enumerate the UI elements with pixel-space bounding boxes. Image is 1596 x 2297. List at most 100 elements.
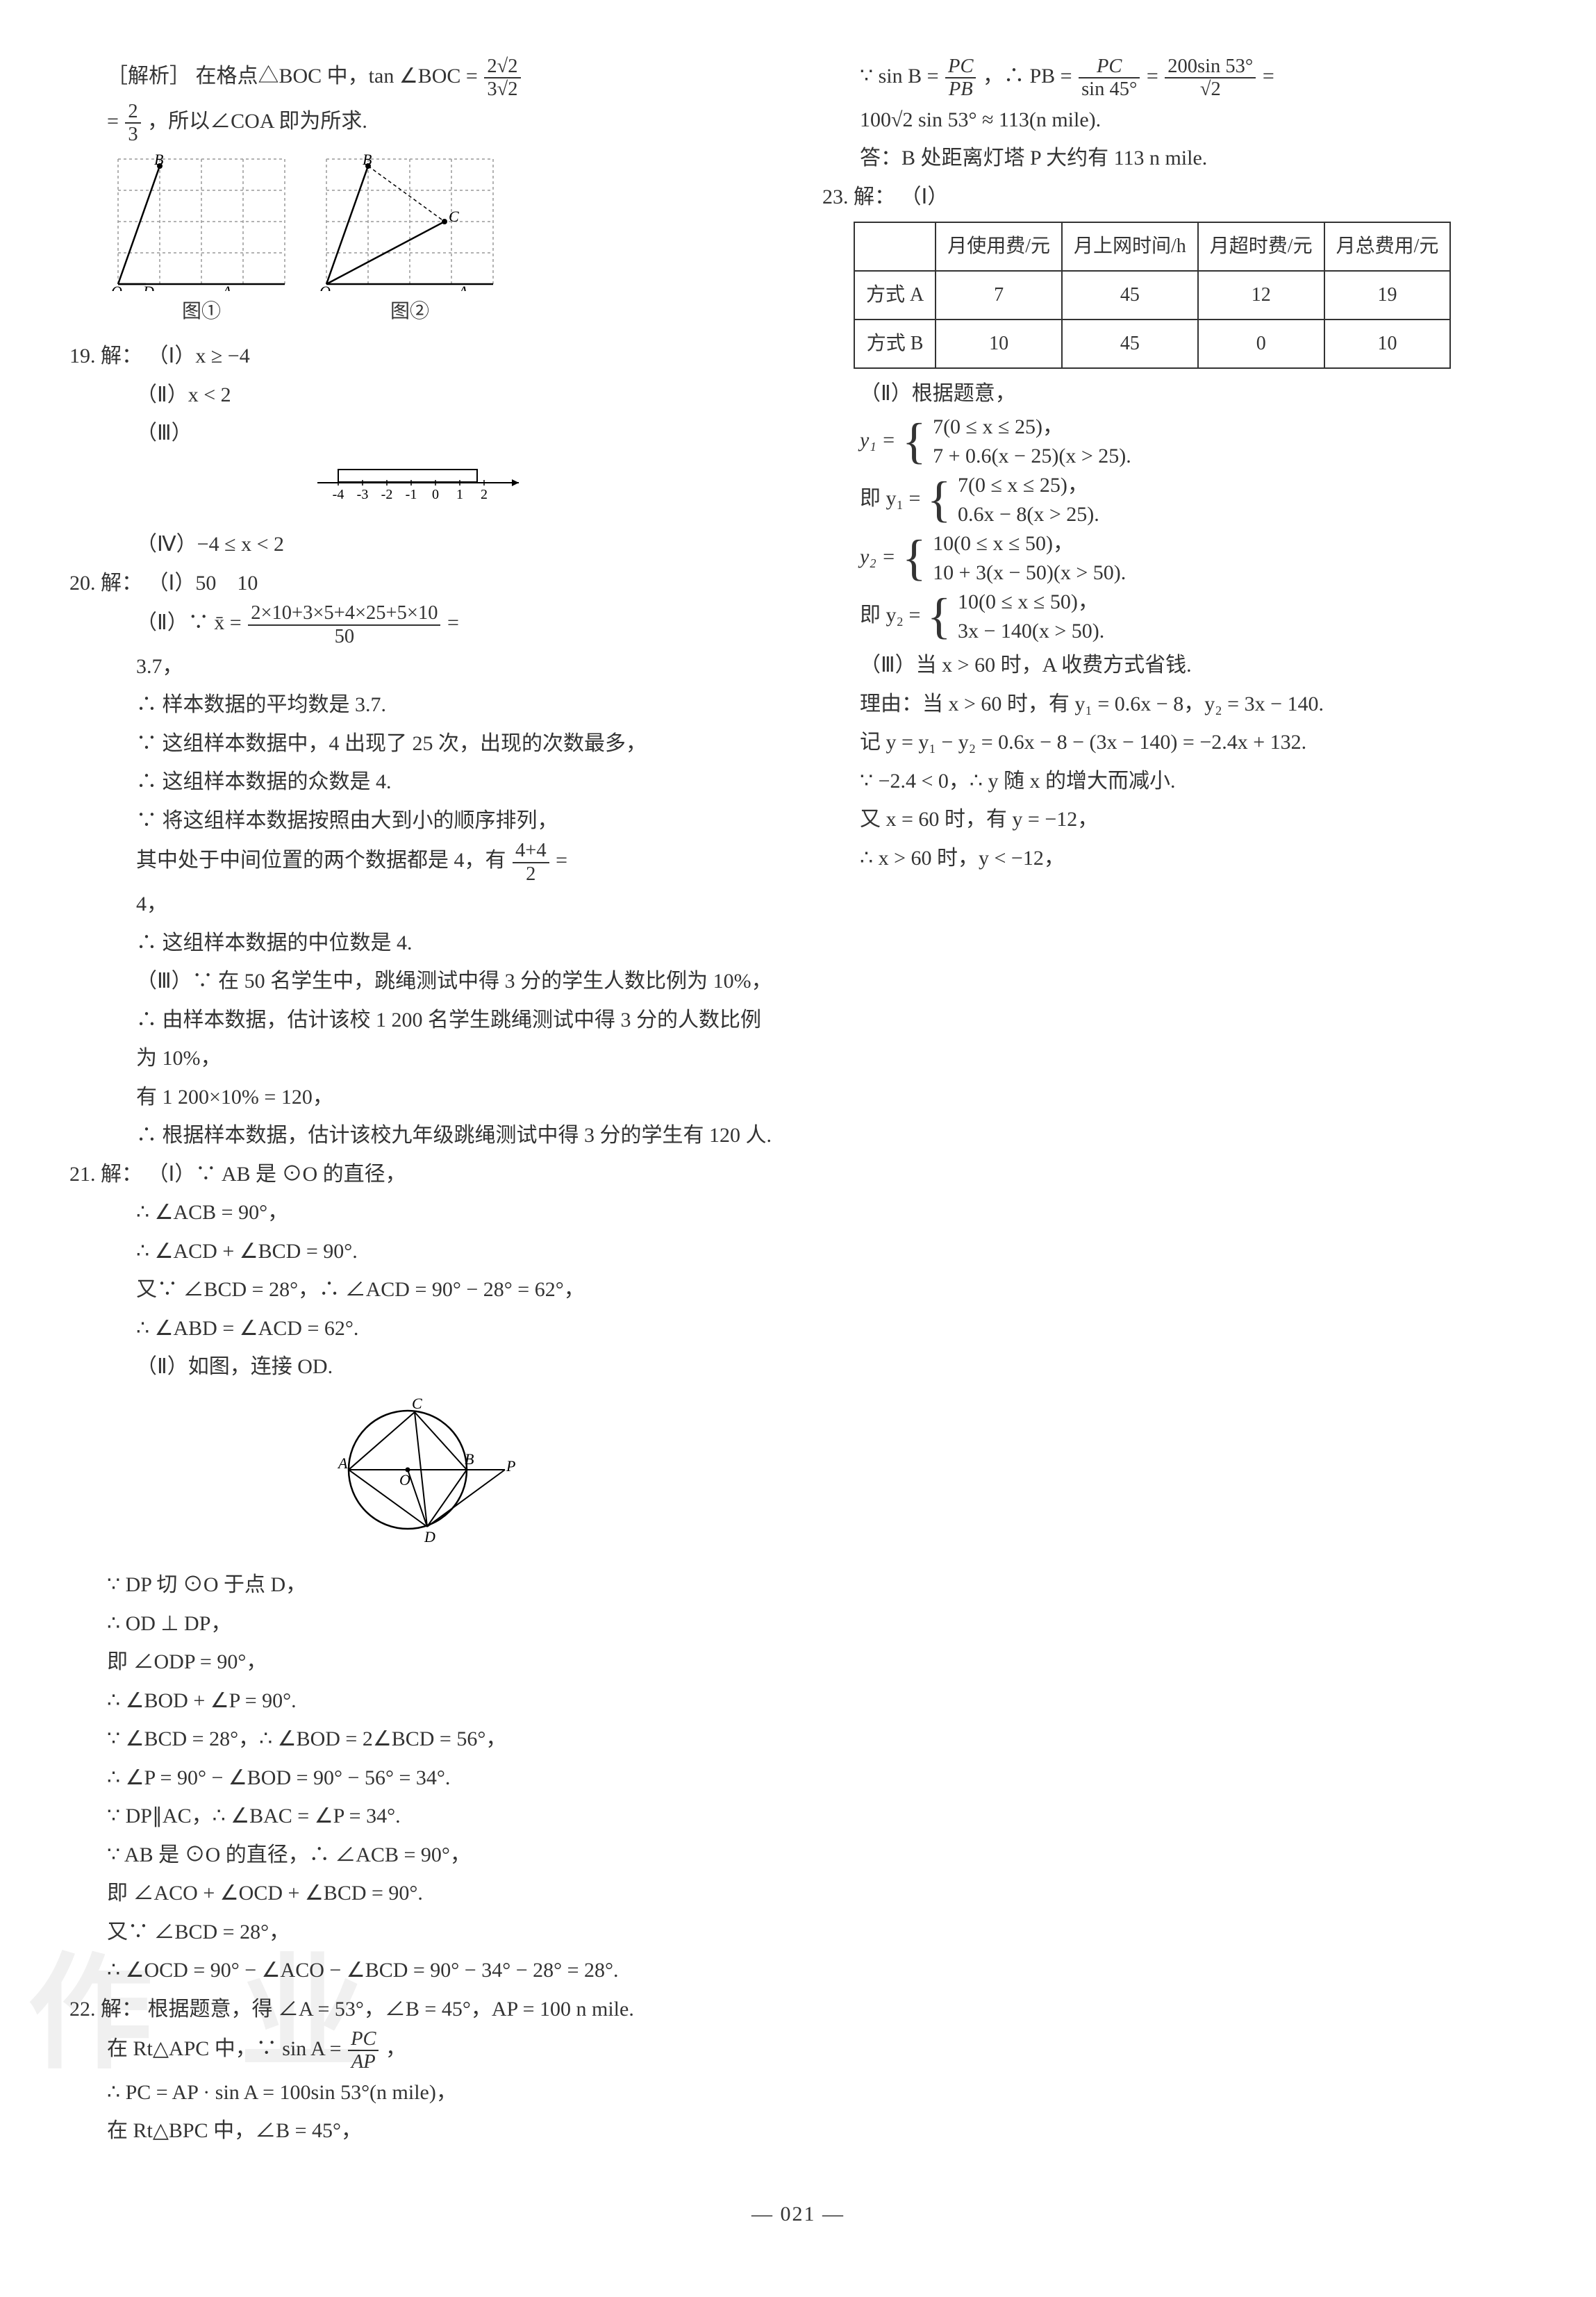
r4: ∴ ∠BOD + ∠P = 90°. [69,1682,774,1720]
brace-icon: { [902,422,926,462]
frac-1: 2√2 3√2 [484,56,520,101]
q20-l4: ∵ 将这组样本数据按照由大到小的顺序排列， [69,802,774,840]
figure-2-caption: 图② [319,294,500,330]
svg-text:O: O [111,283,122,291]
q22-l3: ∴ PC = AP · sin A = 100sin 53°(n mile)， [69,2073,774,2112]
svg-text:A: A [457,283,468,291]
q21: 21. 解： （Ⅰ）∵ AB 是 ⊙O 的直径， [69,1155,774,1194]
y1b: 即 y₁ = { 7(0 ≤ x ≤ 25)， 0.6x − 8(x > 25)… [822,471,1527,529]
svg-text:C: C [412,1395,422,1412]
svg-text:D: D [424,1528,435,1545]
svg-text:B: B [363,152,372,168]
r9: 即 ∠ACO + ∠OCD + ∠BCD = 90°. [69,1874,774,1913]
grid-figure-1-svg: B O D A [111,152,292,291]
q20-l5: 其中处于中间位置的两个数据都是 4，有 4+4 2 = [69,840,774,885]
svg-text:O: O [399,1471,410,1489]
svg-text:A: A [337,1454,348,1472]
q19-iv: （Ⅳ）−4 ≤ x < 2 [69,525,774,564]
q20-ii: （Ⅱ）∵ x̄ = 2×10+3×5+4×25+5×10 50 = [69,602,774,647]
table-header: 月总费用/元 [1324,222,1451,271]
q20-l1: ∴ 样本数据的平均数是 3.7. [69,686,774,724]
table-header: 月超时费/元 [1198,222,1324,271]
brace-icon: { [902,538,926,579]
figure-row: B O D A 图① [69,152,774,330]
q21-ii: （Ⅱ）如图，连接 OD. [69,1347,774,1386]
q21-l2: ∴ ∠ACD + ∠BCD = 90°. [69,1232,774,1271]
grid-figure-2-svg: B C O A [319,152,500,291]
figure-1: B O D A 图① [111,152,292,330]
y1a: y₁ = { 7(0 ≤ x ≤ 25)， 7 + 0.6(x − 25)(x … [822,413,1527,471]
q22-l7: 答：B 处距离灯塔 P 大约有 113 n mile. [822,139,1527,178]
svg-text:O: O [319,283,331,291]
brace-icon: { [927,480,951,520]
svg-text:1: 1 [456,487,463,502]
q23-l3: ∵ −2.4 < 0，∴ y 随 x 的增大而减小. [822,762,1527,801]
q20-iii-d: ∴ 根据样本数据，估计该校九年级跳绳测试中得 3 分的学生有 120 人. [69,1116,774,1155]
page-content: ［解析］ 在格点△BOC 中，tan ∠BOC = 2√2 3√2 = 2 3 … [69,56,1527,2174]
figure-2: B C O A 图② [319,152,500,330]
q20-l6: 4， [69,885,774,924]
q22-l5: ∵ sin B = PCPB ，∴ PB = PCsin 45° = 200si… [822,56,1527,101]
r5: ∵ ∠BCD = 28°，∴ ∠BOD = 2∠BCD = 56°， [69,1720,774,1759]
number-line: -4 -3 -2 -1 0 1 2 [69,458,774,520]
r11: ∴ ∠OCD = 90° − ∠ACO − ∠BCD = 90° − 34° −… [69,1951,774,1990]
q20: 20. 解： （Ⅰ）50 10 [69,564,774,603]
q21-l3: 又∵ ∠BCD = 28°，∴ ∠ACD = 90° − 28° = 62°， [69,1270,774,1309]
brace-icon: { [927,597,951,637]
svg-text:-4: -4 [333,487,344,502]
svg-text:D: D [142,283,154,291]
q21-l4: ∴ ∠ABD = ∠ACD = 62°. [69,1309,774,1348]
q20-l3: ∴ 这组样本数据的众数是 4. [69,763,774,802]
svg-text:A: A [221,283,232,291]
r7: ∵ DP∥AC，∴ ∠BAC = ∠P = 34°. [69,1797,774,1836]
q22-l6: 100√2 sin 53° ≈ 113(n mile). [822,101,1527,140]
circle-figure: C A O B P D [69,1393,774,1566]
svg-text:B: B [465,1450,474,1468]
r3: 即 ∠ODP = 90°， [69,1643,774,1682]
figure-1-caption: 图① [111,294,292,330]
table-header-row: 月使用费/元 月上网时间/h 月超时费/元 月总费用/元 [854,222,1450,271]
svg-text:-3: -3 [357,487,369,502]
q23-l2: 记 y = y₁ − y₂ = 0.6x − 8 − (3x − 140) = … [822,723,1527,762]
table-row: 方式 A 7 45 12 19 [854,271,1450,320]
analysis-line-1: ［解析］ 在格点△BOC 中，tan ∠BOC = 2√2 3√2 [69,56,774,101]
q23-ii: （Ⅱ）根据题意， [822,374,1527,413]
q21-l1: ∴ ∠ACB = 90°， [69,1193,774,1232]
table-row: 方式 B 10 45 0 10 [854,320,1450,368]
svg-text:B: B [154,152,163,168]
q23-iii: （Ⅲ）当 x > 60 时，A 收费方式省钱. [822,646,1527,685]
table-header [854,222,936,271]
q19: 19. 解： （Ⅰ）x ≥ −4 [69,337,774,376]
svg-text:-2: -2 [381,487,393,502]
q23-l5: ∴ x > 60 时，y < −12， [822,839,1527,878]
pricing-table: 月使用费/元 月上网时间/h 月超时费/元 月总费用/元 方式 A 7 45 1… [854,222,1451,368]
page-number: — 021 — [69,2195,1527,2234]
q22-l2: 在 Rt△APC 中，∵ sin A = PC AP ， [69,2028,774,2073]
r1: ∵ DP 切 ⊙O 于点 D， [69,1566,774,1604]
r2: ∴ OD ⊥ DP， [69,1604,774,1643]
q20-iii-b: ∴ 由样本数据，估计该校 1 200 名学生跳绳测试中得 3 分的人数比例为 1… [69,1001,774,1078]
q23-l4: 又 x = 60 时，有 y = −12， [822,800,1527,839]
r8: ∵ AB 是 ⊙O 的直径，∴ ∠ACB = 90°， [69,1836,774,1875]
q19-ii: （Ⅱ）x < 2 [69,376,774,415]
r10: 又∵ ∠BCD = 28°， [69,1913,774,1952]
svg-text:2: 2 [481,487,488,502]
frac-2: 2 3 [125,101,140,146]
r6: ∴ ∠P = 90° − ∠BOD = 90° − 56° = 34°. [69,1759,774,1798]
q22-l4: 在 Rt△BPC 中，∠B = 45°， [69,2112,774,2150]
analysis-line-2: = 2 3 ，所以∠COA 即为所求. [69,101,774,146]
svg-text:0: 0 [432,487,439,502]
y2a: y₂ = { 10(0 ≤ x ≤ 50)， 10 + 3(x − 50)(x … [822,529,1527,588]
q20-iii-a: （Ⅲ）∵ 在 50 名学生中，跳绳测试中得 3 分的学生人数比例为 10%， [69,962,774,1001]
svg-text:-1: -1 [406,487,417,502]
q20-l2: ∵ 这组样本数据中，4 出现了 25 次，出现的次数最多， [69,724,774,763]
svg-text:P: P [506,1457,515,1475]
svg-text:C: C [449,208,459,225]
y2b: 即 y₂ = { 10(0 ≤ x ≤ 50)， 3x − 140(x > 50… [822,588,1527,646]
table-header: 月上网时间/h [1062,222,1198,271]
q20-iii-c: 有 1 200×10% = 120， [69,1078,774,1117]
q19-iii: （Ⅲ） [69,414,774,453]
q20-l7: ∴ 这组样本数据的中位数是 4. [69,924,774,963]
analysis-label: ［解析］ [107,65,190,88]
q20-ii-c: 3.7， [69,647,774,686]
